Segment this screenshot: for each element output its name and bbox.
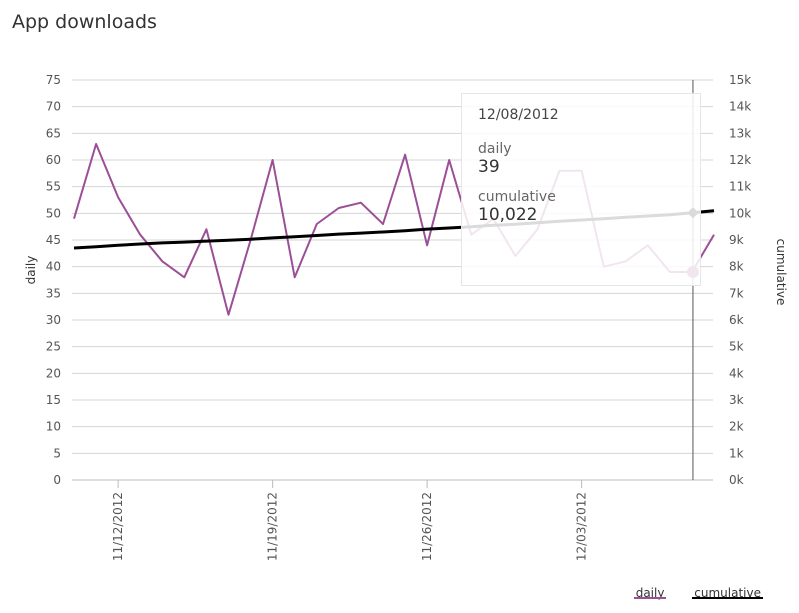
y-tick-label: 25: [46, 340, 61, 354]
y-tick-label: 55: [46, 180, 61, 194]
y-tick-label: 35: [46, 286, 61, 300]
y-axis-left: 0 5 10 15 20 25 30 35 40 45 50 55 60 65 70 75: [46, 73, 61, 487]
y2-tick-label: 13k: [729, 126, 751, 140]
y2-axis-title: cumulative: [774, 239, 788, 306]
y2-tick-label: 10k: [729, 206, 751, 220]
y-tick-label: 30: [46, 313, 61, 327]
legend-label-daily: daily: [635, 586, 665, 600]
y2-tick-label: 4k: [729, 366, 744, 380]
y2-tick-label: 15k: [729, 73, 751, 87]
y2-tick-label: 14k: [729, 100, 751, 114]
y-tick-label: 70: [46, 100, 61, 114]
y-tick-label: 40: [46, 260, 61, 274]
y2-tick-label: 12k: [729, 153, 751, 167]
y2-tick-label: 0k: [729, 473, 744, 487]
tooltip-cumulative-value: 10,022: [478, 205, 538, 225]
tooltip: 12/08/2012 daily 39 cumulative 10,022: [461, 93, 701, 286]
y2-tick-label: 9k: [729, 233, 744, 247]
chart-title: App downloads: [12, 11, 157, 33]
tooltip-date: 12/08/2012: [478, 107, 559, 123]
y2-tick-label: 3k: [729, 393, 744, 407]
y-tick-label: 60: [46, 153, 61, 167]
x-tick-label: 11/12/2012: [111, 492, 125, 561]
y-tick-label: 5: [53, 446, 61, 460]
y2-tick-label: 5k: [729, 340, 744, 354]
x-tick-label: 11/26/2012: [420, 492, 434, 561]
y2-tick-label: 2k: [729, 420, 744, 434]
y-tick-label: 50: [46, 206, 61, 220]
y2-tick-label: 8k: [729, 260, 744, 274]
y-tick-label: 0: [53, 473, 61, 487]
legend-item-cumulative[interactable]: cumulative: [692, 586, 763, 600]
y2-tick-label: 6k: [729, 313, 744, 327]
legend-swatch-cumulative: [692, 597, 763, 599]
x-axis: 11/12/2012 11/19/2012 11/26/2012 12/03/2012: [111, 480, 589, 561]
y2-tick-label: 7k: [729, 286, 744, 300]
x-tick-label: 11/19/2012: [266, 492, 280, 561]
legend: daily cumulative: [610, 586, 763, 600]
tooltip-daily-value: 39: [478, 157, 500, 177]
tooltip-daily-label: daily: [478, 141, 512, 157]
y2-tick-label: 1k: [729, 446, 744, 460]
y-tick-label: 45: [46, 233, 61, 247]
x-tick-label: 12/03/2012: [575, 492, 589, 561]
y-axis-right: 0k 1k 2k 3k 4k 5k 6k 7k 8k 9k 10k 11k 12k 13k 14k 15k: [729, 73, 751, 487]
y-tick-label: 10: [46, 420, 61, 434]
y-tick-label: 75: [46, 73, 61, 87]
y-axis-title: daily: [24, 256, 38, 285]
legend-item-daily[interactable]: daily: [633, 586, 667, 600]
y-tick-label: 15: [46, 393, 61, 407]
y-tick-label: 65: [46, 126, 61, 140]
y2-tick-label: 11k: [729, 180, 751, 194]
tooltip-cumulative-label: cumulative: [478, 189, 556, 205]
legend-swatch-daily: [633, 597, 667, 599]
y-tick-label: 20: [46, 366, 61, 380]
legend-label-cumulative: cumulative: [694, 586, 761, 600]
